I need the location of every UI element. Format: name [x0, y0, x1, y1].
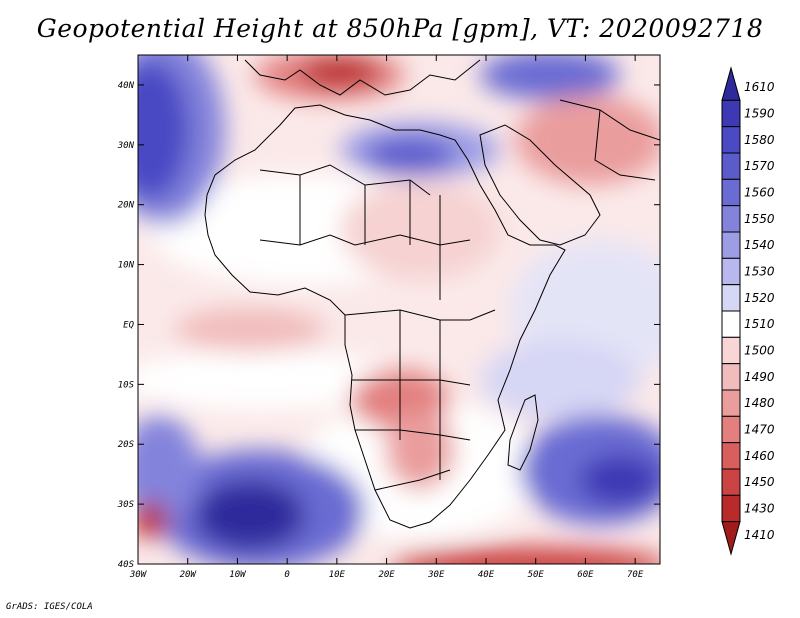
map-frame — [137, 54, 661, 565]
grads-credit: GrADS: IGES/COLA — [6, 602, 93, 612]
colorbar-swatch — [721, 442, 741, 470]
coastlines — [204, 59, 660, 529]
colorbar-swatch — [721, 99, 741, 128]
colorbar-swatch — [721, 257, 741, 286]
colorbar-swatch — [721, 152, 741, 180]
colorbar: 1610 1590 1580 1570 1560 1550 1540 1530 1520 1510… — [721, 66, 775, 556]
lon-label: 30W — [129, 570, 148, 580]
colorbar-swatch — [721, 415, 741, 444]
map-title: Geopotential Height at 850hPa [gpm], VT:… — [36, 14, 764, 43]
colorbar-label: 1610 — [744, 80, 775, 94]
lat-label: 20N — [118, 201, 135, 211]
lon-label: 20E — [378, 570, 395, 580]
lat-label: EQ — [123, 320, 134, 330]
colorbar-label: 1460 — [744, 449, 775, 463]
height-field — [138, 55, 660, 564]
colorbar-label: 1530 — [744, 265, 775, 279]
colorbar-label: 1410 — [744, 528, 775, 542]
colorbar-label: 1490 — [744, 370, 775, 384]
colorbar-label: 1540 — [744, 238, 775, 252]
colorbar-swatch — [721, 126, 741, 154]
colorbar-swatch — [721, 178, 741, 207]
lat-label: 30S — [117, 500, 135, 510]
colorbar-swatch — [721, 363, 741, 391]
colorbar-label: 1430 — [744, 502, 775, 516]
colorbar-swatch — [721, 389, 741, 417]
colorbar-swatch — [721, 336, 741, 365]
lon-label: 50E — [528, 570, 545, 580]
lat-label: 40N — [118, 81, 135, 91]
lon-label: 70E — [627, 570, 644, 580]
colorbar-label: 1480 — [744, 396, 775, 410]
lat-label: 40S — [118, 560, 135, 570]
colorbar-swatch — [721, 284, 741, 312]
lon-label: 40E — [478, 570, 495, 580]
lon-label: 30E — [427, 570, 445, 580]
lon-label: 20W — [180, 570, 198, 580]
colorbar-swatch — [721, 231, 741, 259]
colorbar-label: 1470 — [744, 423, 775, 437]
colorbar-label: 1570 — [744, 159, 775, 173]
lon-label: 10W — [229, 570, 247, 580]
latitude-axis: 40N 30N 20N 10N EQ 10S 20S 30S 40S — [117, 81, 660, 570]
colorbar-bottom-arrow — [721, 521, 741, 556]
lat-label: 10N — [118, 261, 135, 271]
colorbar-label: 1450 — [744, 475, 775, 489]
colorbar-label: 1550 — [744, 212, 775, 226]
longitude-axis: 30W 20W 10W 0 10E 20E 30E 40E 50E 60E 70E — [129, 55, 644, 580]
lat-label: 20S — [118, 440, 135, 450]
lon-label: 60E — [577, 570, 594, 580]
lon-label: 10E — [329, 570, 346, 580]
lon-label: 0 — [284, 570, 289, 580]
colorbar-label: 1510 — [744, 317, 775, 331]
colorbar-swatch — [721, 468, 741, 496]
colorbar-label: 1580 — [744, 133, 775, 147]
colorbar-top-arrow — [721, 66, 741, 101]
colorbar-label: 1560 — [744, 186, 775, 200]
colorbar-swatch — [721, 494, 741, 523]
colorbar-swatch — [721, 310, 741, 338]
colorbar-label: 1520 — [744, 291, 775, 305]
colorbar-swatch — [721, 205, 741, 233]
lat-label: 10S — [118, 380, 135, 390]
lat-label: 30N — [117, 141, 135, 151]
colorbar-label: 1500 — [744, 344, 775, 358]
colorbar-label: 1590 — [744, 107, 775, 121]
